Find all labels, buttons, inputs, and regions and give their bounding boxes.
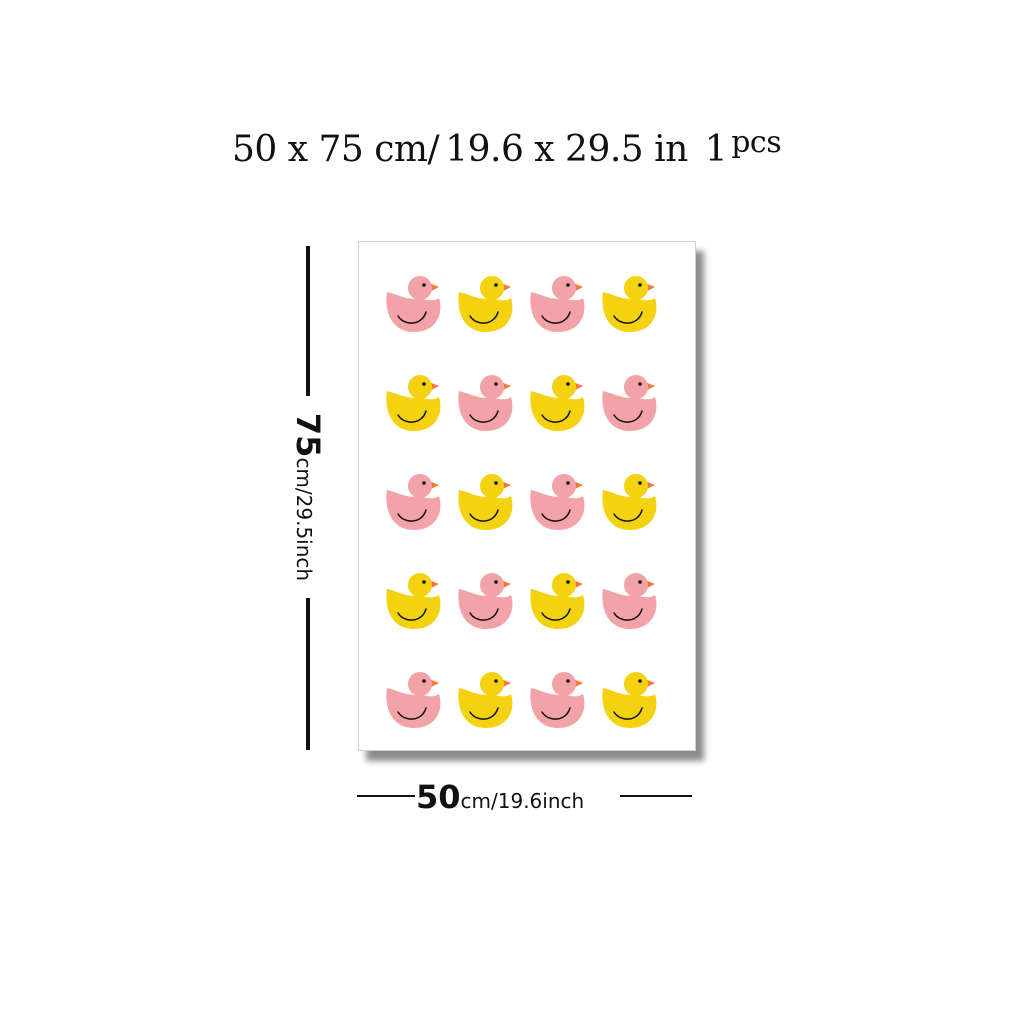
width-dimension-line-right xyxy=(620,795,692,797)
size-inch-text: 19.6 x 29.5 in xyxy=(445,129,688,170)
quantity-number: 1 xyxy=(704,129,728,170)
duck-icon xyxy=(386,375,441,431)
height-unit: cm/29.5inch xyxy=(292,457,316,582)
height-value: 75 xyxy=(289,412,327,458)
duck-icon xyxy=(530,276,585,332)
height-dimension-line-bottom xyxy=(306,598,310,750)
duck-icon xyxy=(530,573,585,629)
duck-pattern-canvas xyxy=(386,276,657,728)
width-dimension-label: 50cm/19.6inch xyxy=(416,778,584,816)
duck-icon xyxy=(602,672,657,728)
quantity-unit: pcs xyxy=(731,125,782,160)
duck-icon xyxy=(458,573,513,629)
width-value: 50 xyxy=(416,778,461,816)
duck-icon xyxy=(386,276,441,332)
size-cm-text: 50 x 75 cm/ xyxy=(232,129,440,170)
size-title: 50 x 75 cm/19.6 x 29.5 in 1 pcs xyxy=(232,125,782,170)
duck-icon xyxy=(458,276,513,332)
duck-icon xyxy=(458,474,513,530)
width-unit: cm/19.6inch xyxy=(460,789,585,813)
duck-icon xyxy=(530,672,585,728)
duck-icon xyxy=(386,672,441,728)
duck-icon xyxy=(458,375,513,431)
duck-icon xyxy=(386,474,441,530)
duck-icon xyxy=(602,474,657,530)
duck-icon xyxy=(602,573,657,629)
height-dimension-label: 75cm/29.5inch xyxy=(289,413,327,581)
duck-icon xyxy=(530,375,585,431)
duck-icon xyxy=(602,375,657,431)
width-dimension-line-left xyxy=(357,795,415,797)
duck-icon xyxy=(602,276,657,332)
duck-icon xyxy=(530,474,585,530)
duck-icon xyxy=(386,573,441,629)
height-dimension-line-top xyxy=(306,246,310,396)
duck-icon xyxy=(458,672,513,728)
duck-pattern-poster xyxy=(358,241,696,751)
